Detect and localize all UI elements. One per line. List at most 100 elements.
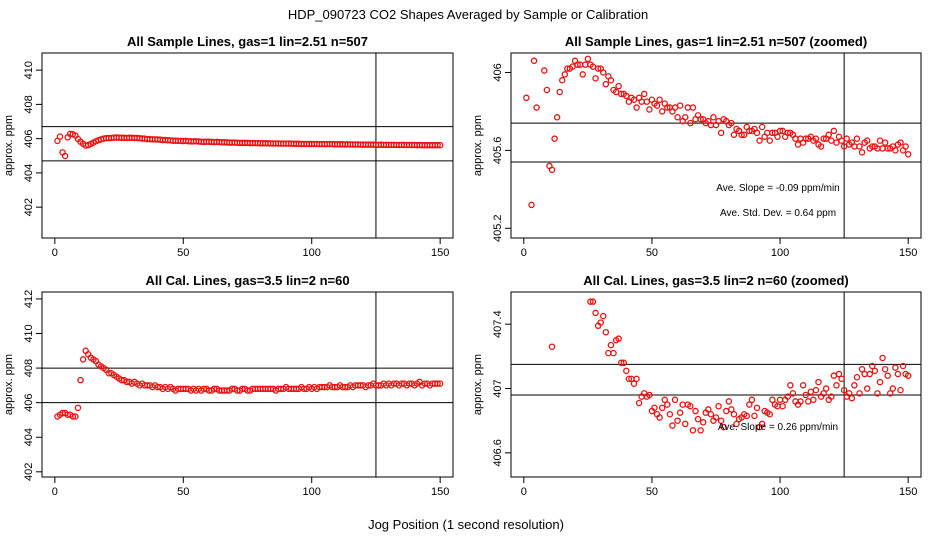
data-point	[548, 343, 556, 350]
data-point	[884, 372, 891, 379]
data-point	[600, 69, 607, 76]
data-point	[658, 108, 666, 115]
data-point	[658, 404, 666, 412]
chart-panel: All Cal. Lines, gas=3.5 lin=2 n=60 (zoom…	[472, 273, 922, 498]
x-tick-label: 50	[646, 486, 658, 498]
data-point	[897, 139, 904, 146]
data-point	[556, 88, 563, 96]
y-axis-label: approx. ppm	[472, 354, 484, 415]
data-point	[725, 398, 733, 405]
x-tick-label: 150	[431, 486, 449, 498]
panel-title: All Sample Lines, gas=1 lin=2.51 n=507 (…	[565, 34, 867, 49]
data-point	[766, 411, 774, 418]
data-point	[787, 382, 794, 389]
data-point	[789, 390, 797, 397]
data-point	[615, 82, 622, 90]
data-point	[840, 386, 848, 394]
x-tick-label: 100	[771, 247, 789, 259]
y-axis-label: approx. ppm	[472, 115, 484, 176]
data-point	[810, 396, 817, 404]
data-point	[710, 114, 717, 121]
data-point	[728, 119, 735, 127]
data-point	[543, 86, 551, 94]
data-point	[694, 415, 702, 423]
data-point	[584, 55, 592, 63]
data-point	[856, 390, 863, 397]
data-point	[863, 137, 871, 144]
x-tick-label: 0	[521, 486, 527, 498]
data-point	[633, 375, 640, 383]
data-point	[656, 96, 663, 103]
data-point	[740, 131, 748, 139]
data-point	[879, 354, 886, 362]
data-point	[758, 123, 766, 131]
data-point	[641, 90, 648, 98]
data-point	[879, 145, 886, 152]
data-point	[697, 427, 704, 434]
chart-panel: All Cal. Lines, gas=3.5 lin=2 n=60 0 50 100…	[3, 273, 454, 498]
data-point	[617, 359, 625, 367]
data-point	[625, 375, 633, 383]
data-point	[56, 133, 64, 140]
data-point	[887, 390, 894, 397]
data-point	[692, 407, 699, 415]
data-series	[54, 347, 444, 420]
data-point	[848, 394, 856, 402]
data-point	[866, 370, 874, 378]
data-point	[743, 412, 751, 420]
data-point	[434, 380, 441, 387]
data-point	[551, 135, 558, 142]
data-point	[753, 129, 761, 137]
data-point	[539, 35, 544, 40]
data-point	[776, 396, 784, 404]
data-point	[807, 388, 815, 395]
data-point	[805, 398, 812, 405]
data-point	[574, 61, 581, 68]
data-point	[553, 114, 561, 121]
data-series	[548, 298, 912, 434]
data-point	[858, 149, 866, 156]
data-point	[707, 411, 715, 418]
data-point	[858, 365, 866, 373]
y-tick-label: 406.6	[492, 439, 504, 467]
plot-frame	[41, 52, 454, 239]
data-point	[607, 77, 615, 84]
chart-panel: All Sample Lines, gas=1 lin=2.51 n=507 (…	[472, 34, 922, 259]
data-point	[689, 104, 697, 111]
data-point	[635, 399, 643, 407]
data-point	[838, 375, 845, 383]
data-point	[592, 75, 599, 82]
data-point	[748, 396, 756, 404]
data-point	[602, 80, 610, 88]
data-point	[820, 135, 827, 142]
data-point	[669, 422, 676, 429]
panel-title: All Sample Lines, gas=1 lin=2.51 n=507	[127, 34, 368, 49]
data-point	[671, 396, 679, 404]
x-tick-label: 150	[899, 247, 917, 259]
data-point	[615, 335, 622, 342]
data-point	[843, 135, 850, 142]
y-tick-label: 405.6	[492, 137, 504, 165]
data-point	[794, 141, 802, 148]
data-point	[638, 98, 645, 105]
data-point	[715, 402, 722, 410]
y-tick-label: 404	[23, 428, 35, 446]
data-point	[812, 135, 820, 142]
data-point	[720, 423, 727, 431]
panels: All Sample Lines, gas=1 lin=2.51 n=507 0 5…	[3, 34, 922, 498]
x-tick-label: 100	[303, 247, 321, 259]
data-point	[861, 370, 868, 378]
data-point	[833, 139, 840, 146]
y-tick-label: 410	[23, 324, 35, 342]
data-point	[646, 391, 653, 399]
data-point	[769, 129, 776, 137]
data-point	[653, 102, 661, 109]
data-point	[674, 417, 681, 424]
data-point	[889, 385, 897, 392]
data-point	[600, 312, 607, 320]
data-point	[817, 143, 825, 150]
data-point	[822, 385, 830, 392]
data-point	[871, 367, 879, 375]
y-axis-label: approx. ppm	[3, 115, 15, 176]
y-tick-label: 405.2	[492, 214, 504, 242]
